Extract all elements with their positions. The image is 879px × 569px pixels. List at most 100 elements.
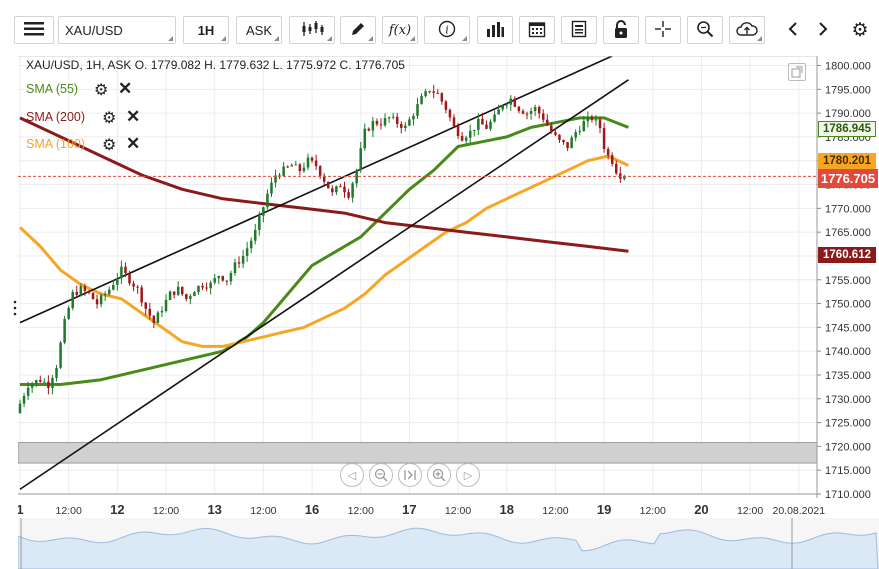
mini-navigator[interactable]: [18, 518, 879, 569]
candle-body: [245, 248, 249, 256]
candle-body: [448, 109, 452, 118]
candle-body: [59, 342, 62, 368]
scroll-right-button[interactable]: [809, 16, 837, 44]
candle-body: [436, 92, 440, 94]
candle-body: [221, 276, 225, 281]
gear-icon[interactable]: ⚙: [94, 82, 109, 99]
indicator-sma100[interactable]: SMA (100): [26, 137, 85, 151]
candle-body: [554, 132, 557, 135]
report-button[interactable]: [561, 16, 597, 44]
candle-body: [152, 315, 156, 323]
settings-button[interactable]: ⚙: [846, 16, 874, 44]
x-tick-label: 12:00: [445, 505, 471, 517]
symbol-selector[interactable]: XAU/USD: [58, 16, 176, 44]
y-tick-label: 1765.000: [825, 227, 871, 239]
candle-body: [140, 287, 143, 303]
svg-text:i: i: [445, 23, 449, 36]
close-icon[interactable]: ✕: [118, 79, 133, 98]
candle-body: [509, 98, 513, 105]
lock-button[interactable]: [603, 16, 639, 44]
toolbar: XAU/USD 1H ASK f(x) i: [0, 0, 879, 56]
indicator-sma55[interactable]: SMA (55): [26, 82, 78, 96]
candle-body: [124, 266, 127, 274]
sma-line: [19, 116, 629, 253]
candle-body: [424, 91, 427, 97]
crosshair-button[interactable]: [645, 16, 681, 44]
candle-body: [189, 296, 192, 299]
candle-body: [387, 117, 391, 119]
price-tag-sma55: 1786.945: [818, 121, 876, 137]
calendar-icon: [528, 20, 546, 41]
candle-body: [116, 278, 119, 285]
candle-body: [416, 104, 419, 116]
candle-body: [379, 124, 383, 126]
chart-area[interactable]: 1800.0001795.0001790.0001785.0001780.000…: [18, 56, 871, 517]
sma-line: [18, 154, 630, 348]
close-icon[interactable]: ✕: [126, 134, 141, 153]
candle-body: [83, 286, 87, 291]
candle-body: [225, 280, 229, 282]
candle-body: [237, 262, 241, 264]
gear-icon[interactable]: ⚙: [102, 110, 117, 127]
reset-icon[interactable]: [398, 463, 422, 487]
drawing-tools-button[interactable]: [340, 16, 376, 44]
chart-canvas[interactable]: 1800.0001795.0001790.0001785.0001780.000…: [18, 56, 879, 518]
candle-body: [306, 157, 310, 168]
y-tick-label: 1715.000: [825, 465, 871, 477]
candle-body: [623, 176, 626, 179]
candle-body: [468, 130, 472, 138]
candle-body: [331, 188, 334, 193]
expand-icon[interactable]: [788, 63, 806, 81]
calendar-button[interactable]: [519, 16, 555, 44]
candle-body: [205, 287, 208, 289]
candle-body: [598, 119, 602, 129]
arrow-left-icon[interactable]: ◁: [340, 463, 364, 487]
candle-body: [241, 255, 245, 264]
crosshair-icon: [654, 20, 672, 41]
trend-channel-line[interactable]: [19, 56, 613, 324]
candle-body: [128, 273, 131, 284]
candle-body: [39, 380, 42, 382]
y-tick-label: 1750.000: [825, 299, 871, 311]
x-tick-label: 20: [694, 502, 708, 517]
timeframe-selector[interactable]: 1H: [183, 16, 229, 44]
indicator-sma200[interactable]: SMA (200): [26, 110, 85, 124]
candle-body: [314, 160, 318, 167]
pencil-icon: [350, 21, 366, 40]
price-side-selector[interactable]: ASK: [236, 16, 282, 44]
volume-button[interactable]: [477, 16, 513, 44]
candle-body: [562, 139, 565, 143]
candle-body: [481, 118, 484, 125]
zoom-button[interactable]: [687, 16, 723, 44]
candle-body: [460, 135, 464, 141]
arrow-right-icon[interactable]: ▷: [456, 463, 480, 487]
zoom-in-icon[interactable]: [427, 463, 451, 487]
close-icon[interactable]: ✕: [126, 107, 141, 126]
zoom-out-icon[interactable]: [369, 463, 393, 487]
candle-body: [168, 291, 172, 300]
candle-body: [477, 118, 480, 130]
candle-body: [107, 289, 111, 295]
candle-body: [521, 111, 525, 114]
candle-body: [606, 148, 610, 156]
candle-body: [91, 292, 95, 300]
candle-body: [541, 113, 545, 120]
gear-icon[interactable]: ⚙: [102, 137, 117, 154]
ohlc-header: XAU/USD, 1H, ASK O. 1779.082 H. 1779.632…: [26, 58, 405, 72]
candle-body: [286, 166, 289, 168]
menu-button[interactable]: [14, 16, 54, 44]
chart-type-button[interactable]: [289, 16, 335, 44]
scroll-left-button[interactable]: [779, 16, 807, 44]
upload-button[interactable]: [729, 16, 765, 44]
price-tag-current: 1776.705: [818, 169, 878, 188]
candle-body: [444, 101, 448, 110]
candle-body: [197, 285, 200, 293]
y-tick-label: 1770.000: [825, 203, 871, 215]
resize-handle[interactable]: [13, 298, 17, 318]
info-button[interactable]: i: [424, 16, 470, 44]
trend-channel-line[interactable]: [19, 79, 629, 490]
indicators-button[interactable]: f(x): [382, 16, 418, 44]
candle-body: [193, 292, 196, 297]
candle-body: [339, 186, 342, 188]
x-tick-label: 17: [402, 502, 416, 517]
